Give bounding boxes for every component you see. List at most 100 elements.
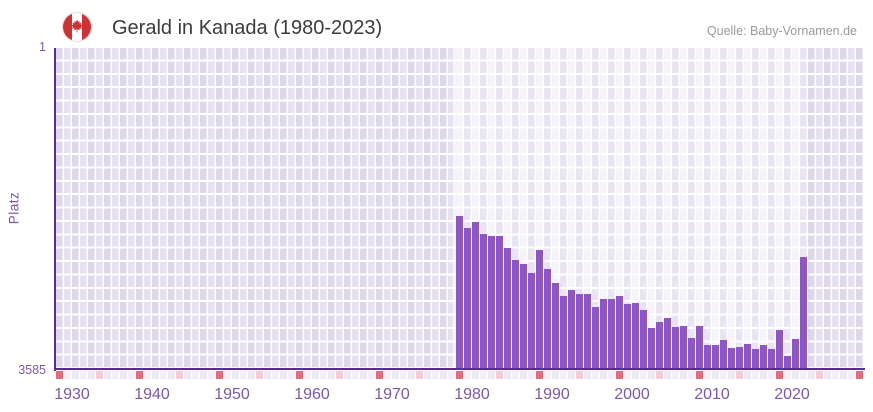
bar[interactable] (528, 273, 535, 368)
y-axis-line (54, 48, 56, 371)
bar[interactable] (640, 310, 647, 368)
bar[interactable] (512, 260, 519, 368)
year-marker-cell (648, 371, 655, 379)
bar[interactable] (552, 283, 559, 368)
bar[interactable] (768, 349, 775, 368)
bar[interactable] (616, 296, 623, 368)
bar[interactable] (680, 326, 687, 368)
year-marker-cell (688, 371, 695, 379)
year-marker-cell (128, 371, 135, 379)
year-marker-cell (800, 371, 807, 379)
year-marker-cell (608, 371, 615, 379)
year-marker-cell (560, 371, 567, 379)
year-marker-cell (520, 371, 527, 379)
half-decade-marker-cell (496, 371, 503, 379)
x-axis-tick-label: 1960 (294, 386, 330, 403)
bar[interactable] (648, 328, 655, 368)
bar[interactable] (536, 250, 543, 368)
half-decade-marker-cell (736, 371, 743, 379)
bar[interactable] (632, 303, 639, 368)
year-marker-cell (64, 371, 71, 379)
year-marker-cell (384, 371, 391, 379)
bar[interactable] (456, 216, 463, 368)
bar[interactable] (744, 344, 751, 368)
year-marker-cell (552, 371, 559, 379)
year-marker-cell (160, 371, 167, 379)
half-decade-marker-cell (576, 371, 583, 379)
year-marker-cell (392, 371, 399, 379)
decade-marker-cell (536, 371, 543, 379)
y-axis-min-tick: 3585 (18, 363, 46, 377)
year-marker-cell (192, 371, 199, 379)
bar[interactable] (792, 339, 799, 368)
bar[interactable] (696, 326, 703, 368)
year-marker-cell (752, 371, 759, 379)
year-marker-cell (512, 371, 519, 379)
year-marker-cell (824, 371, 831, 379)
bar[interactable] (600, 299, 607, 368)
bar[interactable] (568, 290, 575, 368)
half-decade-marker-cell (336, 371, 343, 379)
bar[interactable] (664, 318, 671, 368)
bar[interactable] (672, 327, 679, 368)
bar[interactable] (784, 356, 791, 368)
x-axis-line (54, 368, 865, 370)
bar[interactable] (592, 307, 599, 368)
year-marker-cell (248, 371, 255, 379)
year-marker-cell (288, 371, 295, 379)
half-decade-marker-cell (416, 371, 423, 379)
year-marker-cell (168, 371, 175, 379)
bar[interactable] (480, 234, 487, 368)
decade-marker-cell (776, 371, 783, 379)
year-marker-cell (600, 371, 607, 379)
bar[interactable] (608, 299, 615, 368)
year-marker-cell (352, 371, 359, 379)
year-marker-cell (208, 371, 215, 379)
bar[interactable] (800, 256, 807, 368)
bar[interactable] (504, 248, 511, 368)
bar[interactable] (584, 294, 591, 368)
bar[interactable] (472, 222, 479, 368)
decade-marker-cell (616, 371, 623, 379)
year-marker-cell (568, 371, 575, 379)
x-axis-tick-label: 2020 (774, 386, 810, 403)
bar[interactable] (736, 347, 743, 368)
x-axis-labels: 1930 1940 1950 1960 1970 1980 1990 2000 2010 2020 (54, 386, 864, 406)
x-axis-tick-label: 1930 (54, 386, 90, 403)
bar[interactable] (688, 338, 695, 368)
bar[interactable] (656, 322, 663, 368)
bar[interactable] (728, 348, 735, 368)
year-marker-cell (504, 371, 511, 379)
decade-marker-cell (376, 371, 383, 379)
canada-flag-svg (63, 13, 91, 41)
bar[interactable] (704, 345, 711, 368)
year-marker-cell (184, 371, 191, 379)
bar[interactable] (712, 345, 719, 368)
year-marker-cell (80, 371, 87, 379)
year-marker-cell (760, 371, 767, 379)
year-marker-cell (840, 371, 847, 379)
chart-title: Gerald in Kanada (1980-2023) (112, 17, 383, 39)
bar[interactable] (496, 236, 503, 368)
bar[interactable] (488, 236, 495, 368)
year-marker-cell (768, 371, 775, 379)
bar[interactable] (560, 296, 567, 368)
year-marker-cell (152, 371, 159, 379)
bar[interactable] (752, 349, 759, 368)
year-marker-cell (104, 371, 111, 379)
year-marker-cell (728, 371, 735, 379)
year-marker-cell (320, 371, 327, 379)
bar[interactable] (760, 345, 767, 368)
decade-marker-cell (216, 371, 223, 379)
bar[interactable] (520, 264, 527, 368)
bar[interactable] (544, 269, 551, 368)
year-marker-cell (592, 371, 599, 379)
bar[interactable] (624, 304, 631, 368)
source-label: Quelle: Baby-Vornamen.de (706, 24, 857, 38)
bar[interactable] (576, 294, 583, 368)
year-marker-cell (328, 371, 335, 379)
bar[interactable] (720, 340, 727, 368)
bar[interactable] (776, 330, 783, 368)
bar[interactable] (464, 228, 471, 368)
canada-flag-icon (63, 13, 91, 41)
